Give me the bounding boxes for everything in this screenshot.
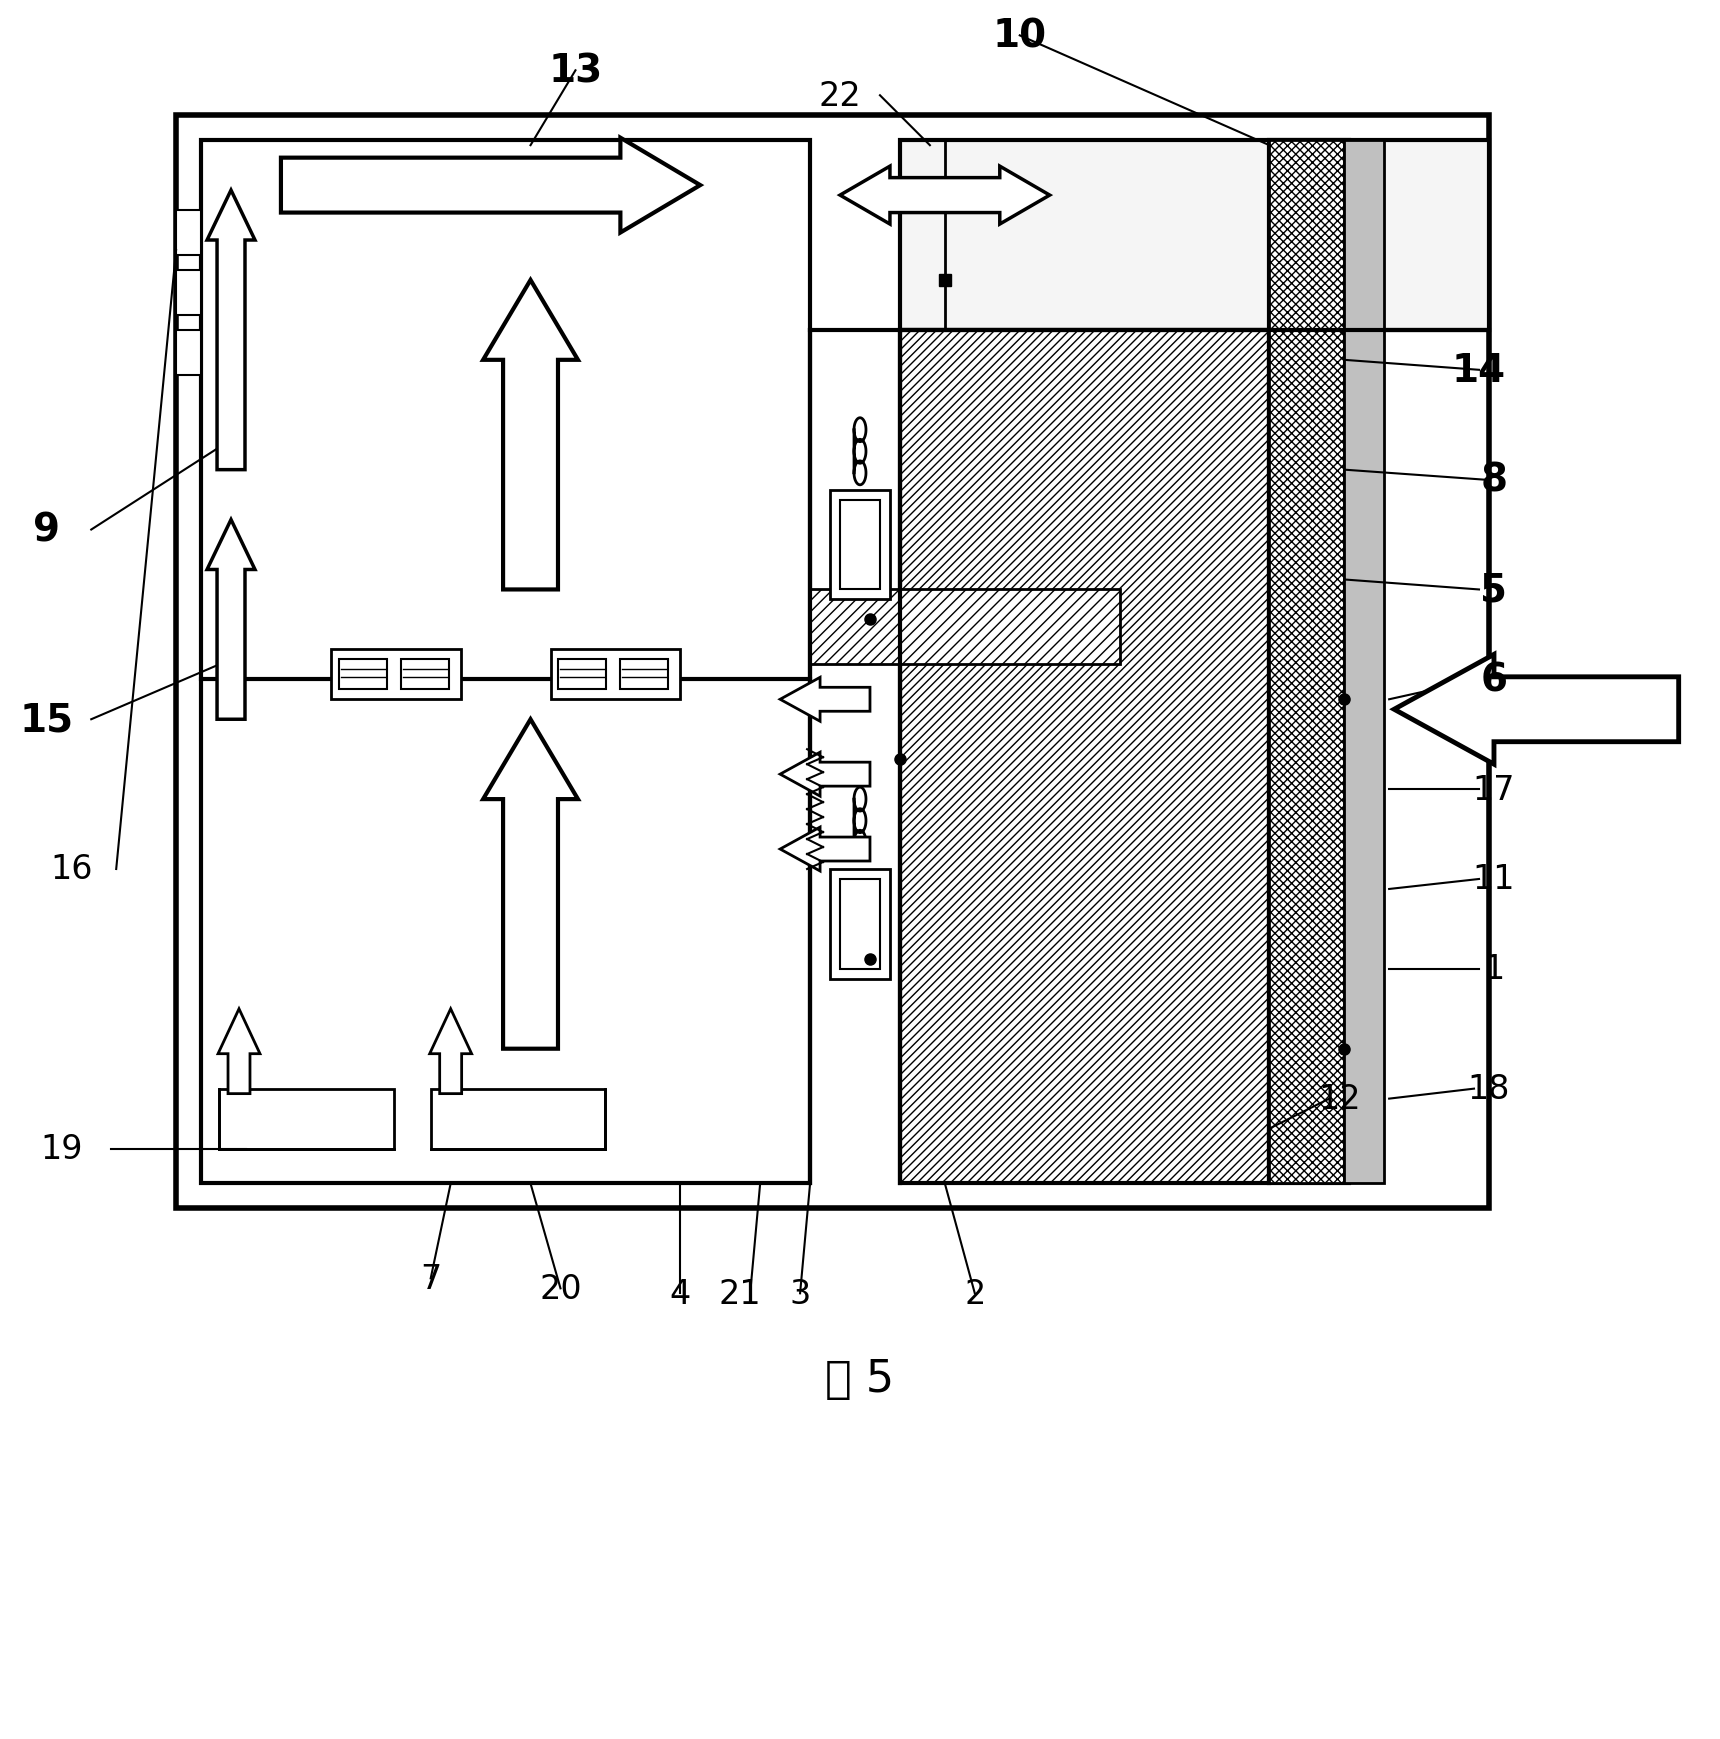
- Text: 17: 17: [1472, 774, 1515, 807]
- Bar: [175, 210, 201, 256]
- Text: 4: 4: [669, 1276, 691, 1309]
- Polygon shape: [206, 520, 255, 720]
- Text: 5: 5: [1481, 570, 1507, 609]
- Bar: [831, 870, 889, 979]
- Text: 10: 10: [992, 17, 1047, 56]
- Polygon shape: [218, 1009, 260, 1094]
- Text: 16: 16: [50, 854, 93, 885]
- Polygon shape: [1395, 656, 1679, 765]
- Polygon shape: [483, 280, 578, 590]
- Text: 1: 1: [1483, 953, 1505, 986]
- Text: 7: 7: [420, 1263, 442, 1296]
- Bar: [621, 661, 669, 690]
- Bar: [900, 330, 1269, 1184]
- Bar: [1345, 141, 1385, 1184]
- Polygon shape: [781, 828, 870, 871]
- Bar: [900, 141, 1490, 330]
- Text: 14: 14: [1452, 351, 1507, 390]
- Text: 20: 20: [538, 1273, 581, 1304]
- Text: 9: 9: [33, 511, 60, 550]
- Bar: [175, 330, 201, 376]
- Polygon shape: [280, 139, 700, 233]
- Bar: [559, 661, 607, 690]
- Text: 12: 12: [1318, 1082, 1361, 1115]
- Bar: [175, 117, 1490, 1209]
- Bar: [831, 490, 889, 600]
- Bar: [218, 1089, 394, 1149]
- Text: 13: 13: [549, 52, 602, 90]
- Bar: [430, 1089, 605, 1149]
- Text: 2: 2: [965, 1276, 986, 1309]
- Polygon shape: [206, 191, 255, 470]
- Bar: [339, 661, 387, 690]
- Text: 图 5: 图 5: [826, 1356, 894, 1400]
- Text: 11: 11: [1472, 863, 1515, 896]
- Bar: [839, 880, 881, 969]
- Text: 6: 6: [1481, 661, 1507, 699]
- Bar: [1269, 141, 1345, 1184]
- Bar: [330, 650, 461, 699]
- Polygon shape: [781, 678, 870, 722]
- Text: 21: 21: [719, 1276, 762, 1309]
- Polygon shape: [839, 167, 1049, 224]
- Text: 8: 8: [1481, 461, 1507, 499]
- Text: 15: 15: [19, 701, 74, 739]
- Polygon shape: [483, 720, 578, 1049]
- Bar: [175, 271, 201, 316]
- Polygon shape: [781, 753, 870, 796]
- Bar: [810, 590, 1120, 664]
- Text: 22: 22: [819, 80, 862, 113]
- Bar: [401, 661, 449, 690]
- Bar: [201, 141, 810, 1184]
- Text: 3: 3: [789, 1276, 810, 1309]
- Bar: [550, 650, 681, 699]
- Polygon shape: [430, 1009, 471, 1094]
- Bar: [839, 501, 881, 590]
- Text: 19: 19: [40, 1132, 83, 1165]
- Bar: [1269, 141, 1348, 1184]
- Text: 18: 18: [1467, 1073, 1510, 1106]
